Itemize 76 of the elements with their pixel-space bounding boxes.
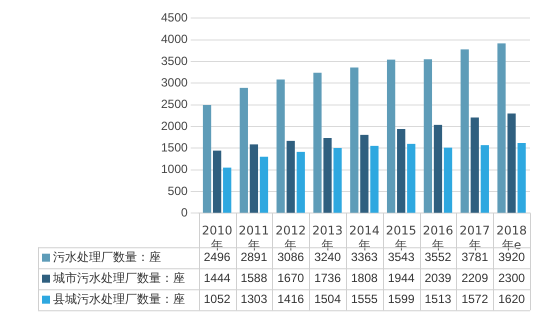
data-label: 2891 <box>240 250 268 264</box>
data-label: 3086 <box>277 250 304 264</box>
bar <box>497 43 506 213</box>
bar <box>444 148 452 213</box>
x-tick-label: 2017年 <box>460 224 490 252</box>
legend-label: 县城污水处理厂数量：座 <box>53 292 185 306</box>
bar <box>202 105 212 213</box>
bar <box>286 140 295 213</box>
x-tick-label: 2018年e <box>496 224 527 252</box>
data-label: 1303 <box>240 292 268 306</box>
bar <box>260 156 268 213</box>
bar <box>360 134 368 213</box>
bar <box>212 150 222 213</box>
bar <box>434 124 442 213</box>
bar <box>313 72 322 213</box>
bar <box>296 152 305 213</box>
bar <box>407 144 416 213</box>
data-label: 1513 <box>424 292 452 306</box>
x-tick-label: 2016年 <box>422 224 454 252</box>
data-label: 1572 <box>461 292 488 306</box>
y-tick-label: 3500 <box>160 54 188 68</box>
data-label: 2209 <box>461 271 488 286</box>
data-label: 3363 <box>350 250 378 264</box>
data-label: 1588 <box>240 271 268 286</box>
bar <box>240 88 248 213</box>
bar <box>518 143 526 213</box>
data-label: 3920 <box>498 250 526 264</box>
data-label: 1944 <box>388 271 415 286</box>
y-tick-label: 3000 <box>160 76 188 90</box>
data-label: 1444 <box>204 271 231 286</box>
bar <box>386 60 396 213</box>
y-tick-label: 4000 <box>160 32 188 46</box>
data-label: 1504 <box>314 292 342 306</box>
data-label: 2496 <box>204 250 231 264</box>
bar <box>333 148 342 213</box>
data-label: 1416 <box>277 292 304 306</box>
data-label: 3543 <box>388 250 415 264</box>
data-label: 1620 <box>498 292 526 306</box>
x-tick-label: 2011年 <box>238 224 270 252</box>
x-tick-label: 2013年 <box>312 224 343 252</box>
y-tick-label: 0 <box>181 206 188 220</box>
data-label: 1736 <box>314 271 342 286</box>
bar <box>276 79 285 213</box>
data-label: 3781 <box>461 250 488 264</box>
bar <box>397 128 406 213</box>
x-tick-label: 2015年 <box>386 224 416 252</box>
x-tick-label: 2010年 <box>202 224 232 252</box>
bar <box>323 138 332 213</box>
data-label: 1555 <box>350 292 378 306</box>
y-tick-label: 2500 <box>160 97 188 112</box>
bar <box>223 168 232 213</box>
bar <box>370 146 379 213</box>
bar <box>424 59 432 213</box>
data-label: 1808 <box>350 271 378 286</box>
bar <box>480 145 489 213</box>
x-tick-label: 2014年 <box>349 224 380 252</box>
y-tick-label: 1500 <box>160 140 188 155</box>
bar <box>470 117 479 213</box>
bar <box>250 144 258 213</box>
data-label: 1052 <box>204 292 231 306</box>
data-label: 2039 <box>424 271 452 286</box>
bar <box>350 67 358 213</box>
data-label: 1599 <box>388 292 415 306</box>
y-tick-label: 1000 <box>160 162 188 176</box>
data-label: 2300 <box>498 271 526 286</box>
x-tick-label: 2012年 <box>275 224 306 252</box>
data-label: 1670 <box>277 271 304 286</box>
bar <box>507 114 516 213</box>
y-tick-label: 2000 <box>160 118 188 133</box>
legend-label: 污水处理厂数量：座 <box>53 250 161 264</box>
bar <box>460 49 469 213</box>
legend-label: 城市污水处理厂数量：座 <box>52 270 185 285</box>
data-label: 3240 <box>314 250 342 264</box>
y-tick-label: 4500 <box>160 10 188 25</box>
data-label: 3552 <box>424 250 452 264</box>
y-tick-label: 500 <box>168 184 188 198</box>
